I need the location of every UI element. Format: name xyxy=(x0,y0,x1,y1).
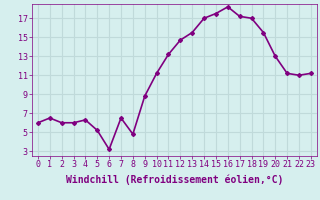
X-axis label: Windchill (Refroidissement éolien,°C): Windchill (Refroidissement éolien,°C) xyxy=(66,175,283,185)
